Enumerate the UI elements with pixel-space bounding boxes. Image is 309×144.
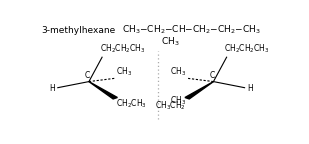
Text: $\mathsf{CH_3}$: $\mathsf{CH_3}$: [170, 65, 186, 78]
Text: $\mathsf{CH_2CH_2CH_3}$: $\mathsf{CH_2CH_2CH_3}$: [100, 42, 146, 55]
Text: $\mathsf{CH_3{-}CH_2{-}CH{-}CH_2{-}CH_2{-}CH_3}$: $\mathsf{CH_3{-}CH_2{-}CH{-}CH_2{-}CH_2{…: [122, 23, 261, 36]
Text: C: C: [85, 71, 90, 80]
Text: $\mathsf{CH_3}$: $\mathsf{CH_3}$: [170, 95, 186, 107]
Text: $\mathsf{CH_2CH_3}$: $\mathsf{CH_2CH_3}$: [116, 98, 147, 110]
Text: C: C: [210, 71, 215, 80]
Text: 3-methylhexane: 3-methylhexane: [41, 26, 115, 35]
Text: $\mathsf{CH_2CH_2CH_3}$: $\mathsf{CH_2CH_2CH_3}$: [224, 42, 270, 55]
Text: $\mathsf{CH_3}$: $\mathsf{CH_3}$: [160, 36, 179, 49]
Text: H: H: [50, 84, 55, 93]
Text: $\mathsf{CH_3}$: $\mathsf{CH_3}$: [116, 65, 133, 78]
Polygon shape: [89, 82, 117, 99]
Polygon shape: [185, 82, 214, 99]
Text: H: H: [247, 84, 253, 93]
Text: $\mathsf{CH_3CH_2}$: $\mathsf{CH_3CH_2}$: [155, 100, 186, 112]
